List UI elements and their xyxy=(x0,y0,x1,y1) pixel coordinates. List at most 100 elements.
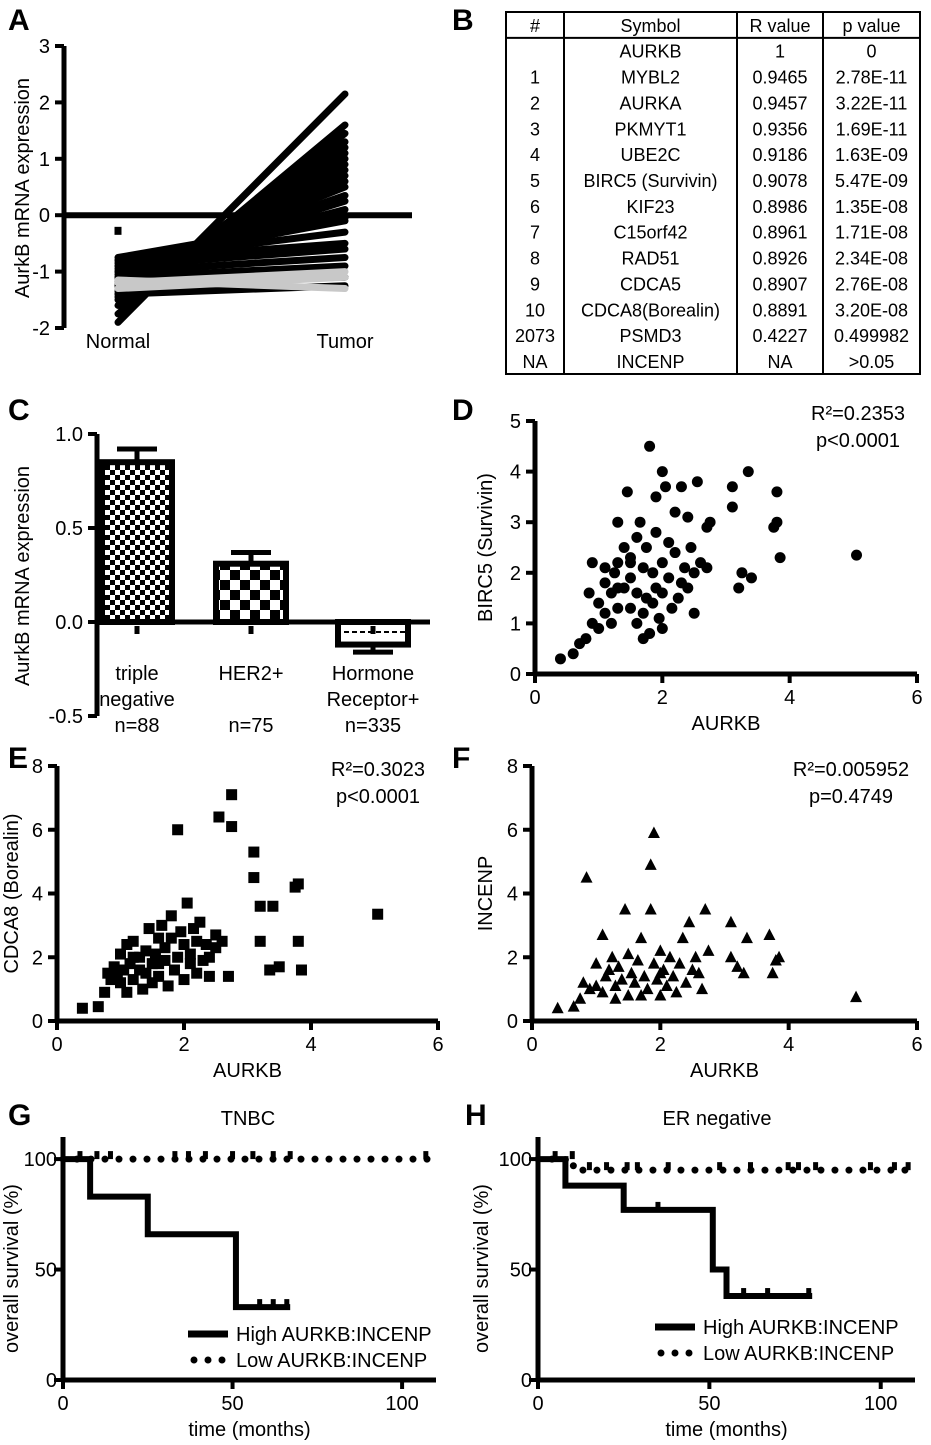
chart-f-incenp-scatter: 0 2 4 6 8 0 2 4 6 AURKB INCENP R²=0.005952 p=0.4749 xyxy=(475,756,923,1082)
data-point xyxy=(165,910,177,922)
y-tick-label: 0 xyxy=(510,664,521,686)
data-point xyxy=(577,976,590,988)
data-point xyxy=(590,979,603,991)
table-cell: MYBL2 xyxy=(621,68,680,88)
data-point xyxy=(178,974,190,986)
data-point xyxy=(178,939,190,950)
category-label: n=335 xyxy=(345,715,401,737)
x-tick-label: 2 xyxy=(655,1034,666,1056)
data-point xyxy=(640,542,652,553)
category-label: negative xyxy=(99,689,175,711)
data-point xyxy=(159,954,171,966)
table-cell: 5 xyxy=(530,171,540,191)
table-cell: 6 xyxy=(530,197,540,217)
data-point xyxy=(134,964,146,976)
data-point xyxy=(771,486,783,498)
data-point xyxy=(599,562,611,574)
data-point xyxy=(149,948,161,960)
x-tick-label: 2 xyxy=(657,687,668,709)
data-point xyxy=(663,572,675,584)
data-point xyxy=(295,964,307,976)
data-point xyxy=(609,567,621,579)
data-point xyxy=(76,1002,88,1014)
data-point xyxy=(644,440,656,452)
data-point xyxy=(631,531,643,543)
paired-line-gray xyxy=(114,273,349,293)
table-cell: 1.71E-08 xyxy=(835,223,908,243)
data-point xyxy=(647,597,659,609)
data-point xyxy=(612,557,624,569)
chart-title: TNBC xyxy=(221,1108,275,1130)
data-point xyxy=(650,526,662,538)
data-point xyxy=(121,939,133,950)
x-tick-label: 0 xyxy=(532,1393,543,1415)
data-point xyxy=(656,557,668,569)
data-point xyxy=(625,572,636,584)
data-point xyxy=(172,824,184,836)
data-point xyxy=(688,567,700,579)
data-point xyxy=(675,481,687,493)
data-point xyxy=(654,989,667,1001)
y-axis-label: INCENP xyxy=(475,856,497,932)
data-point xyxy=(663,536,675,548)
data-point xyxy=(656,587,668,599)
category-label: HER2+ xyxy=(218,663,283,685)
y-tick-label: 0 xyxy=(521,1370,532,1392)
table-header-cell: # xyxy=(530,16,540,36)
data-point xyxy=(682,511,694,523)
data-point xyxy=(650,491,662,503)
data-point xyxy=(593,597,605,609)
data-point xyxy=(184,958,196,970)
data-point xyxy=(647,957,660,969)
data-point xyxy=(102,967,114,979)
data-point xyxy=(667,969,680,982)
data-point xyxy=(580,871,593,883)
data-point xyxy=(292,878,304,890)
data-point xyxy=(850,990,863,1003)
data-point xyxy=(669,547,681,559)
panel-letter-f: F xyxy=(452,742,470,775)
data-point xyxy=(188,923,200,935)
data-point xyxy=(625,557,636,569)
x-axis-label: AURKB xyxy=(692,713,761,735)
data-point xyxy=(683,915,696,928)
category-label: n=75 xyxy=(228,715,273,737)
data-point xyxy=(124,958,136,970)
x-tick-label: 4 xyxy=(305,1034,316,1056)
legend-label-low: Low AURKB:INCENP xyxy=(236,1350,427,1372)
data-point xyxy=(146,977,158,989)
panel-letter-e: E xyxy=(8,742,28,775)
x-tick-label: 0 xyxy=(57,1393,68,1415)
table-cell: 1 xyxy=(775,42,785,62)
y-tick-label: 0 xyxy=(46,1370,57,1392)
data-point xyxy=(740,931,753,944)
y-tick-label: 2 xyxy=(507,947,518,969)
table-cell: C15orf42 xyxy=(613,223,687,243)
data-point xyxy=(625,602,636,614)
x-axis-label: AURKB xyxy=(213,1060,282,1082)
y-tick-label: 4 xyxy=(507,884,518,906)
data-point xyxy=(191,967,203,979)
data-point xyxy=(691,476,703,488)
x-tick-label: 4 xyxy=(783,1034,794,1056)
data-point xyxy=(653,612,665,624)
y-tick-label: 3 xyxy=(39,36,50,58)
table-cell: KIF23 xyxy=(626,197,674,217)
survival-line-high xyxy=(538,1156,813,1300)
data-point xyxy=(111,967,123,979)
data-point xyxy=(656,466,668,478)
table-cell: 1.35E-08 xyxy=(835,197,908,217)
data-point xyxy=(127,935,139,947)
panel-letter-a: A xyxy=(8,4,30,37)
data-point xyxy=(213,811,225,823)
data-point xyxy=(583,982,596,995)
data-point xyxy=(637,607,649,619)
data-point xyxy=(651,973,664,985)
data-point xyxy=(184,948,196,960)
data-point xyxy=(248,872,260,884)
data-point xyxy=(105,974,117,986)
x-axis-label: time (months) xyxy=(665,1419,787,1441)
table-cell: NA xyxy=(522,352,547,372)
data-point xyxy=(737,966,750,979)
